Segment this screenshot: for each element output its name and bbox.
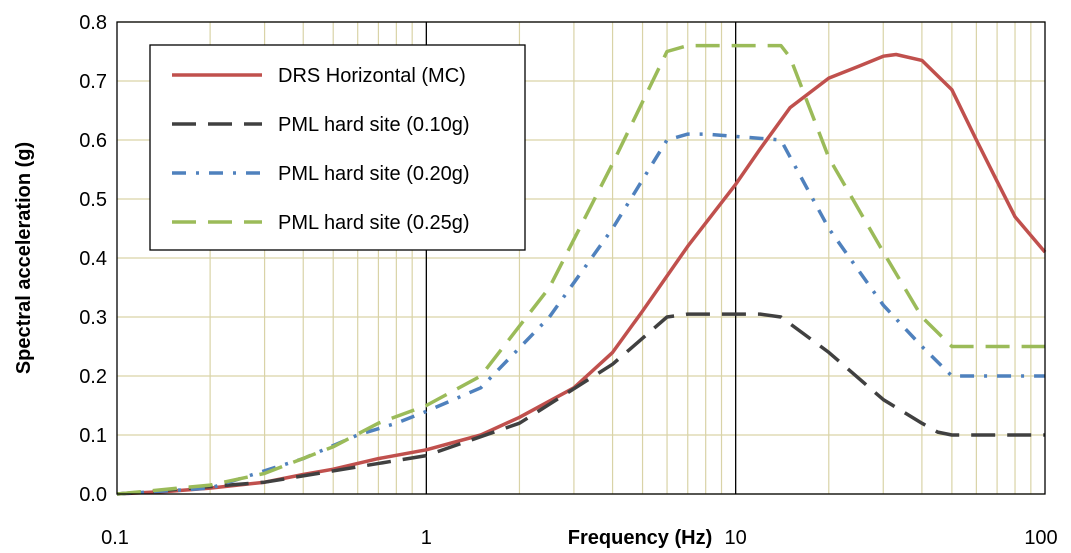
y-tick-label: 0.6 bbox=[79, 130, 107, 152]
y-tick-label: 0.5 bbox=[79, 189, 107, 211]
y-tick-label: 0.4 bbox=[79, 248, 107, 270]
plot-frame bbox=[116, 21, 1046, 495]
legend-label-3: PML hard site (0.20g) bbox=[278, 163, 470, 185]
legend-box bbox=[149, 44, 526, 251]
y-axis-title: Spectral acceleration (g) bbox=[13, 142, 35, 374]
y-tick-label: 0.0 bbox=[79, 484, 107, 506]
legend: DRS Horizontal (MC) PML hard site (0.10g)… bbox=[149, 44, 526, 251]
x-axis-title: Frequency (Hz) bbox=[568, 527, 712, 549]
x-tick-label: 100 bbox=[1024, 527, 1057, 549]
x-tick-label: 0.1 bbox=[101, 527, 129, 549]
legend-label-4: PML hard site (0.25g) bbox=[278, 212, 470, 234]
y-tick-label: 0.8 bbox=[79, 12, 107, 34]
series-line-3 bbox=[116, 132, 1045, 496]
series-line-4 bbox=[116, 43, 1045, 496]
y-tick-label: 0.3 bbox=[79, 307, 107, 329]
legend-label-2: PML hard site (0.10g) bbox=[278, 114, 470, 136]
x-tick-label: 1 bbox=[421, 527, 432, 549]
y-tick-label: 0.1 bbox=[79, 425, 107, 447]
legend-label-1: DRS Horizontal (MC) bbox=[278, 65, 466, 87]
series-lines bbox=[116, 43, 1047, 496]
y-tick-label: 0.7 bbox=[79, 71, 107, 93]
y-tick-label: 0.2 bbox=[79, 366, 107, 388]
series-line-2 bbox=[116, 312, 1045, 496]
tick-labels: 0.0 0.1 0.2 0.3 0.4 0.5 0.6 0.7 0.8 0.1 1 10 100 Freq… bbox=[79, 12, 1058, 549]
x-tick-label: 10 bbox=[725, 527, 747, 549]
